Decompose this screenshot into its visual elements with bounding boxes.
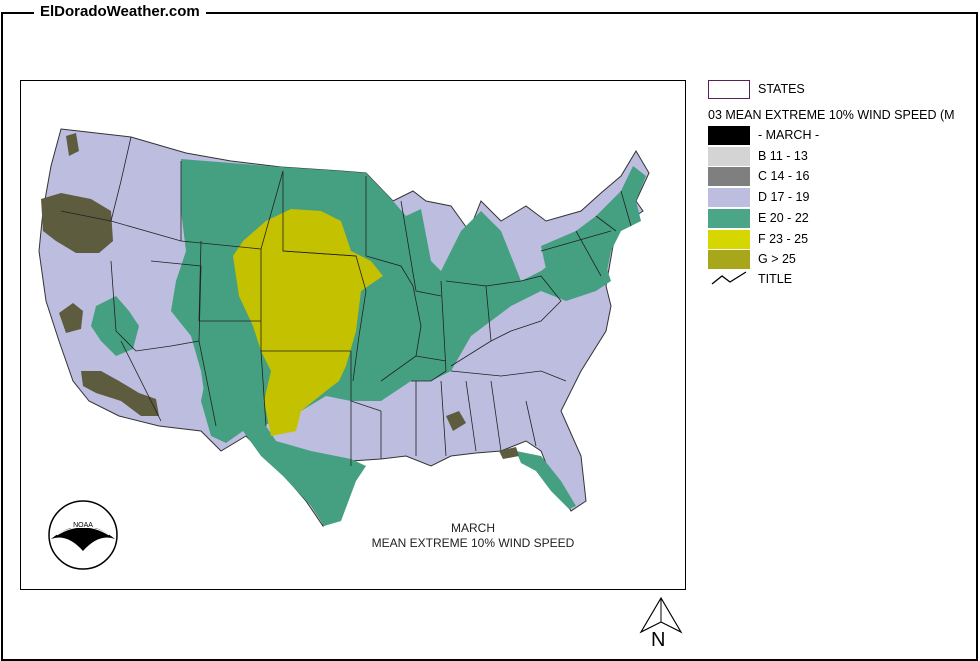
legend-swatch	[708, 250, 750, 270]
legend-class-label: C 14 - 16	[758, 169, 810, 184]
legend-swatch	[708, 167, 750, 187]
legend-class-label: F 23 - 25	[758, 231, 809, 246]
legend-class-row: C 14 - 16	[708, 167, 980, 187]
legend-class-label: B 11 - 13	[758, 148, 808, 163]
zone-g-socal	[81, 371, 159, 416]
zone-f-plains	[233, 209, 383, 436]
legend-states-row: STATES	[708, 80, 980, 100]
legend-class-label: G > 25	[758, 252, 796, 267]
zone-g-washington	[66, 133, 79, 156]
zone-g-oregon	[41, 193, 113, 253]
line-symbol-icon	[711, 271, 747, 285]
legend-layer-title: 03 MEAN EXTREME 10% WIND SPEED (M	[708, 108, 955, 122]
zone-g-gulf	[499, 447, 519, 459]
site-title: ElDoradoWeather.com	[34, 3, 206, 21]
states-swatch	[708, 80, 750, 99]
legend-class-row: E 20 - 22	[708, 208, 980, 229]
zone-g-patches	[41, 133, 519, 459]
legend-swatch	[708, 208, 750, 228]
zone-g-nevada	[59, 303, 83, 333]
zone-e-west	[91, 296, 139, 356]
zone-e-florida	[516, 451, 576, 509]
legend-swatch	[708, 188, 750, 208]
north-arrow-icon	[639, 596, 683, 634]
legend-class-row: D 17 - 19	[708, 188, 980, 208]
svg-text:NOAA: NOAA	[73, 522, 93, 529]
legend-class-row: F 23 - 25	[708, 229, 980, 250]
legend-swatch	[708, 146, 750, 166]
legend-class-row: - MARCH -	[708, 126, 980, 146]
zone-g-mississippi	[446, 411, 466, 431]
legend-class-label: - MARCH -	[758, 128, 820, 142]
legend-title-label: TITLE	[758, 272, 793, 286]
state-boundaries	[60, 136, 632, 466]
us-wind-map	[38, 128, 650, 528]
legend-swatch	[708, 126, 750, 145]
legend-class-row: G > 25	[708, 250, 980, 270]
legend-class-label: E 20 - 22	[758, 210, 809, 225]
map-panel: MARCH MEAN EXTREME 10% WIND SPEED NOAA	[20, 80, 686, 590]
legend-class-row: B 11 - 13	[708, 146, 980, 167]
zone-e-northeast	[541, 166, 646, 281]
north-label: N	[651, 629, 666, 651]
caption-month: MARCH	[451, 521, 495, 535]
caption-title: MEAN EXTREME 10% WIND SPEED	[371, 536, 575, 550]
zone-e-texas	[201, 351, 366, 526]
legend-swatch	[708, 229, 750, 249]
legend-class-label: D 17 - 19	[758, 190, 810, 205]
map-caption: MARCH MEAN EXTREME 10% WIND SPEED	[353, 521, 593, 551]
legend-title-row: TITLE	[708, 270, 980, 290]
legend-states-label: STATES	[758, 82, 805, 96]
noaa-logo: NOAA	[48, 500, 118, 570]
